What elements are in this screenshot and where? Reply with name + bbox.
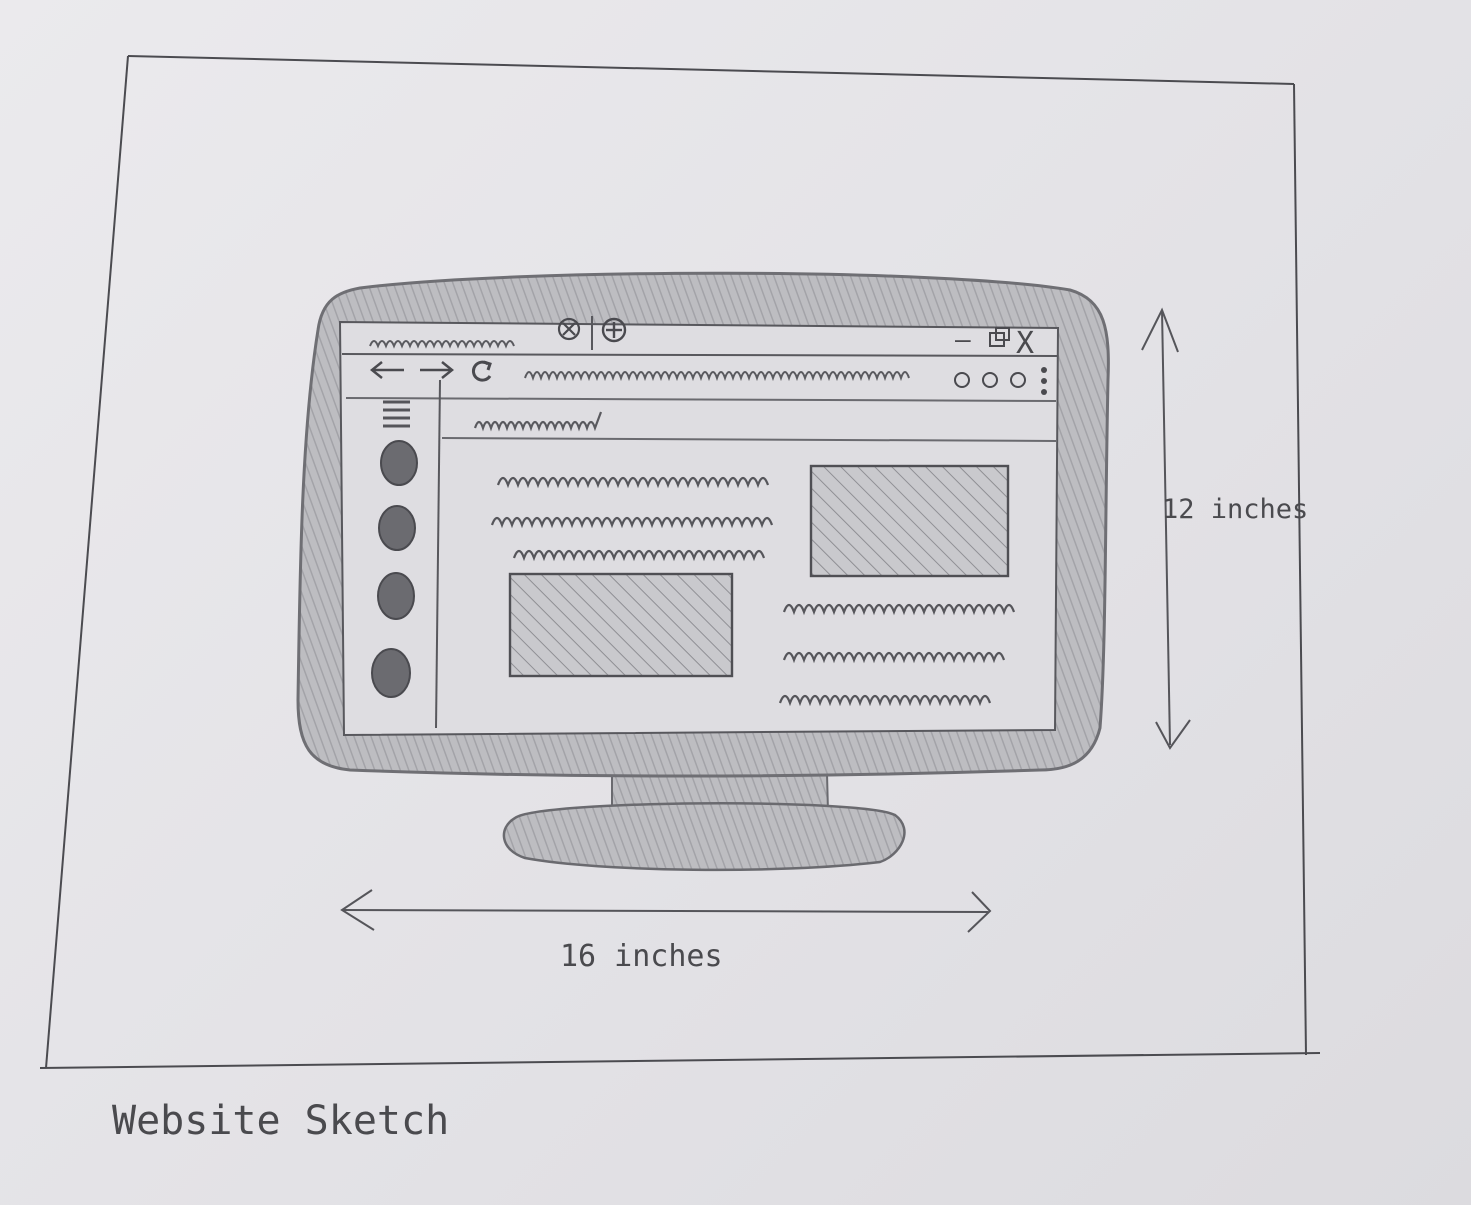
back-arrow-icon[interactable] <box>369 361 404 379</box>
svg-text:–: – <box>955 325 971 355</box>
hamburger-menu-icon[interactable] <box>383 400 410 428</box>
new-tab-icon[interactable] <box>601 317 627 343</box>
kebab-menu-icon[interactable] <box>1041 367 1047 395</box>
svg-text:X: X <box>1016 326 1034 361</box>
width-dimension <box>340 889 992 933</box>
toolbar-circle-icon[interactable] <box>1010 372 1026 388</box>
height-label: 12 inches <box>1162 494 1308 525</box>
image-placeholder-top-right <box>809 464 1010 578</box>
browser-toolbar <box>345 360 1057 402</box>
forward-arrow-icon[interactable] <box>420 361 455 379</box>
toolbar-circle-icons <box>954 372 1026 388</box>
url-bar-scribble[interactable] <box>524 371 910 382</box>
browser-tab-bar: – X <box>341 316 1058 361</box>
sketch-caption: Website Sketch <box>112 1098 449 1144</box>
minimize-icon[interactable]: – <box>955 325 971 355</box>
maximize-icon[interactable] <box>989 327 1010 347</box>
sidebar-circle-item[interactable] <box>380 440 418 486</box>
height-dimension <box>1141 307 1191 750</box>
toolbar-circle-icon[interactable] <box>954 372 970 388</box>
text-block-left <box>490 476 774 562</box>
sidebar <box>371 379 441 729</box>
sidebar-circle-item[interactable] <box>371 648 411 698</box>
toolbar-circle-icon[interactable] <box>982 372 998 388</box>
width-label: 16 inches <box>560 939 723 974</box>
sidebar-circle-item[interactable] <box>378 505 416 551</box>
text-block-right <box>778 603 1016 707</box>
image-placeholder-bottom-left <box>508 572 734 678</box>
page-heading-scribble <box>473 411 603 432</box>
browser-tab-title-scribble <box>369 340 515 349</box>
close-window-icon[interactable]: X <box>1016 326 1034 361</box>
sidebar-circle-item[interactable] <box>377 572 415 620</box>
refresh-icon[interactable] <box>472 360 492 382</box>
tab-close-icon[interactable] <box>557 317 581 341</box>
outer-frame <box>39 55 1321 1069</box>
content-area <box>441 411 1057 707</box>
